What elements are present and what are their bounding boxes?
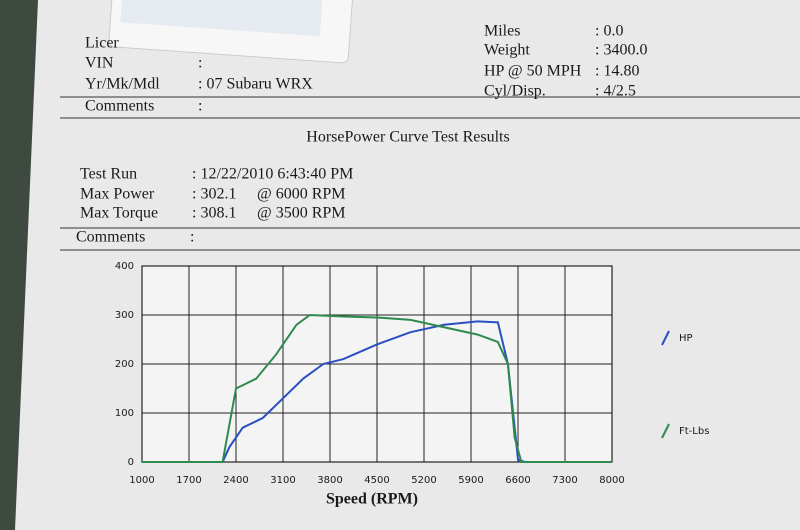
x-tick-label: 2400 <box>223 475 248 486</box>
tube <box>108 0 354 64</box>
field-value: : <box>198 55 202 72</box>
field-value: : 3400.0 <box>595 42 647 59</box>
field-label: Test Run <box>80 166 137 183</box>
y-tick-label: 300 <box>115 310 134 321</box>
legend-swatch <box>661 330 670 346</box>
legend-label: HP <box>679 333 693 344</box>
x-tick-label: 5200 <box>411 475 436 486</box>
field-label: Miles <box>484 23 520 40</box>
y-tick-label: 400 <box>115 261 134 272</box>
x-tick-label: 5900 <box>458 475 483 486</box>
field-label: Licer <box>85 35 119 52</box>
field-value: : 4/2.5 <box>595 83 636 100</box>
y-tick-label: 0 <box>128 457 134 468</box>
field-value: : 0.0 <box>595 23 623 40</box>
y-tick-label: 100 <box>115 408 134 419</box>
field-value: @ 6000 RPM <box>257 186 346 203</box>
x-tick-label: 4500 <box>364 475 389 486</box>
field-label: Comments <box>85 98 154 115</box>
legend-label: Ft-Lbs <box>679 426 709 437</box>
x-tick-label: 3800 <box>317 475 342 486</box>
x-tick-label: 7300 <box>552 475 577 486</box>
x-tick-label: 1700 <box>176 475 201 486</box>
x-tick-label: 6600 <box>505 475 530 486</box>
field-label: Comments <box>76 229 145 246</box>
field-label: VIN <box>85 55 114 72</box>
x-tick-label: 8000 <box>599 475 624 486</box>
field-value: : <box>190 229 194 246</box>
field-label: Max Torque <box>80 205 158 222</box>
field-label: Weight <box>484 42 530 59</box>
hp-curve <box>142 313 612 463</box>
field-label: Yr/Mk/Mdl <box>85 76 160 93</box>
legend-swatch <box>661 423 670 439</box>
tube-label <box>120 0 323 37</box>
field-value: : <box>198 98 202 115</box>
field-value: : 302.1 <box>192 186 236 203</box>
field-label: Max Power <box>80 186 155 203</box>
field-value: : 07 Subaru WRX <box>198 76 313 93</box>
y-tick-label: 200 <box>115 359 134 370</box>
x-tick-label: 3100 <box>270 475 295 486</box>
field-value: @ 3500 RPM <box>257 205 346 222</box>
section-title: HorsePower Curve Test Results <box>306 129 509 146</box>
field-value: : 308.1 <box>192 205 236 222</box>
field-label: HP @ 50 MPH <box>484 63 582 80</box>
field-value: : 14.80 <box>595 63 639 80</box>
field-value: : 12/22/2010 6:43:40 PM <box>192 166 353 183</box>
x-axis-label: Speed (RPM) <box>326 491 418 508</box>
field-label: Cyl/Disp. <box>484 83 546 100</box>
x-tick-label: 1000 <box>129 475 154 486</box>
